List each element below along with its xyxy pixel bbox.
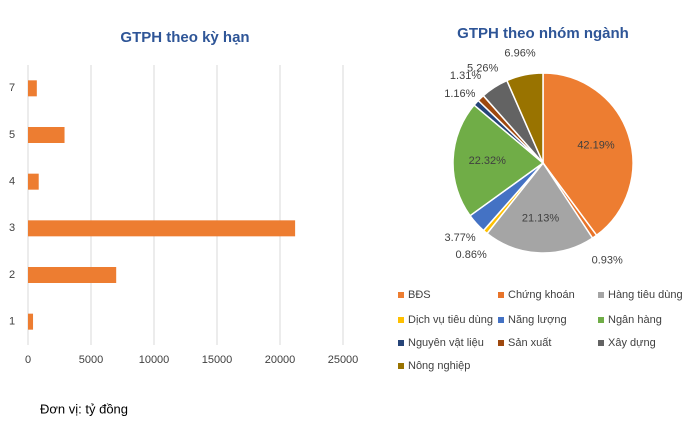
data-label: 5.26% (467, 63, 498, 75)
x-tick-label: 20000 (265, 354, 296, 366)
data-label: 3.77% (444, 232, 475, 244)
legend-label: Hàng tiêu dùng (608, 289, 683, 301)
bar (28, 80, 37, 97)
legend-swatch (398, 317, 404, 323)
legend-swatch (598, 340, 604, 346)
data-label: 42.19% (577, 139, 615, 151)
pie-slice (542, 72, 634, 237)
x-tick-label: 5000 (79, 354, 103, 366)
legend-label: Xây dựng (608, 337, 656, 349)
legend-label: Chứng khoán (508, 289, 575, 301)
data-label: 0.93% (592, 255, 623, 267)
bar (28, 267, 117, 283)
legend-label: Nguyên vật liệu (408, 337, 484, 349)
legend-swatch (498, 292, 504, 298)
legend-label: Dịch vụ tiêu dùng (408, 314, 493, 326)
data-label: 21.13% (522, 213, 560, 225)
data-label: 6.96% (504, 47, 535, 59)
legend-swatch (398, 340, 404, 346)
x-tick-label: 10000 (139, 354, 170, 366)
y-tick-label: 4 (9, 176, 15, 188)
y-tick-label: 3 (9, 222, 15, 234)
pie-title: GTPH theo nhóm ngành (457, 25, 629, 42)
legend-label: BĐS (408, 289, 431, 301)
data-label: 1.16% (444, 88, 475, 100)
legend-swatch (598, 292, 604, 298)
x-tick-label: 25000 (328, 354, 359, 366)
legend-label: Năng lượng (508, 314, 567, 326)
pie-slice (452, 104, 545, 217)
bar (28, 220, 296, 237)
y-tick-label: 1 (9, 316, 15, 328)
x-tick-label: 15000 (202, 354, 233, 366)
legend-swatch (498, 340, 504, 346)
bar (28, 313, 34, 330)
pie-slice (486, 161, 594, 254)
x-tick-label: 0 (25, 354, 31, 366)
legend-label: Sản xuất (508, 337, 551, 349)
y-tick-label: 2 (9, 269, 15, 281)
legend-label: Nông nghiệp (408, 360, 470, 372)
pie-slice (505, 72, 544, 164)
legend-swatch (398, 363, 404, 369)
unit-note: Đơn vị: tỷ đồng (40, 401, 128, 416)
data-label: 22.32% (469, 155, 507, 167)
legend-swatch (598, 317, 604, 323)
data-label: 0.86% (456, 249, 487, 261)
bar (28, 173, 39, 190)
legend-label: Ngân hàng (608, 314, 662, 326)
legend-swatch (498, 317, 504, 323)
legend-swatch (398, 292, 404, 298)
data-label: 1.31% (450, 70, 481, 82)
y-tick-label: 7 (9, 82, 15, 94)
bar (28, 127, 65, 143)
bar-title: GTPH theo kỳ hạn (120, 29, 249, 46)
y-tick-label: 5 (9, 129, 15, 141)
